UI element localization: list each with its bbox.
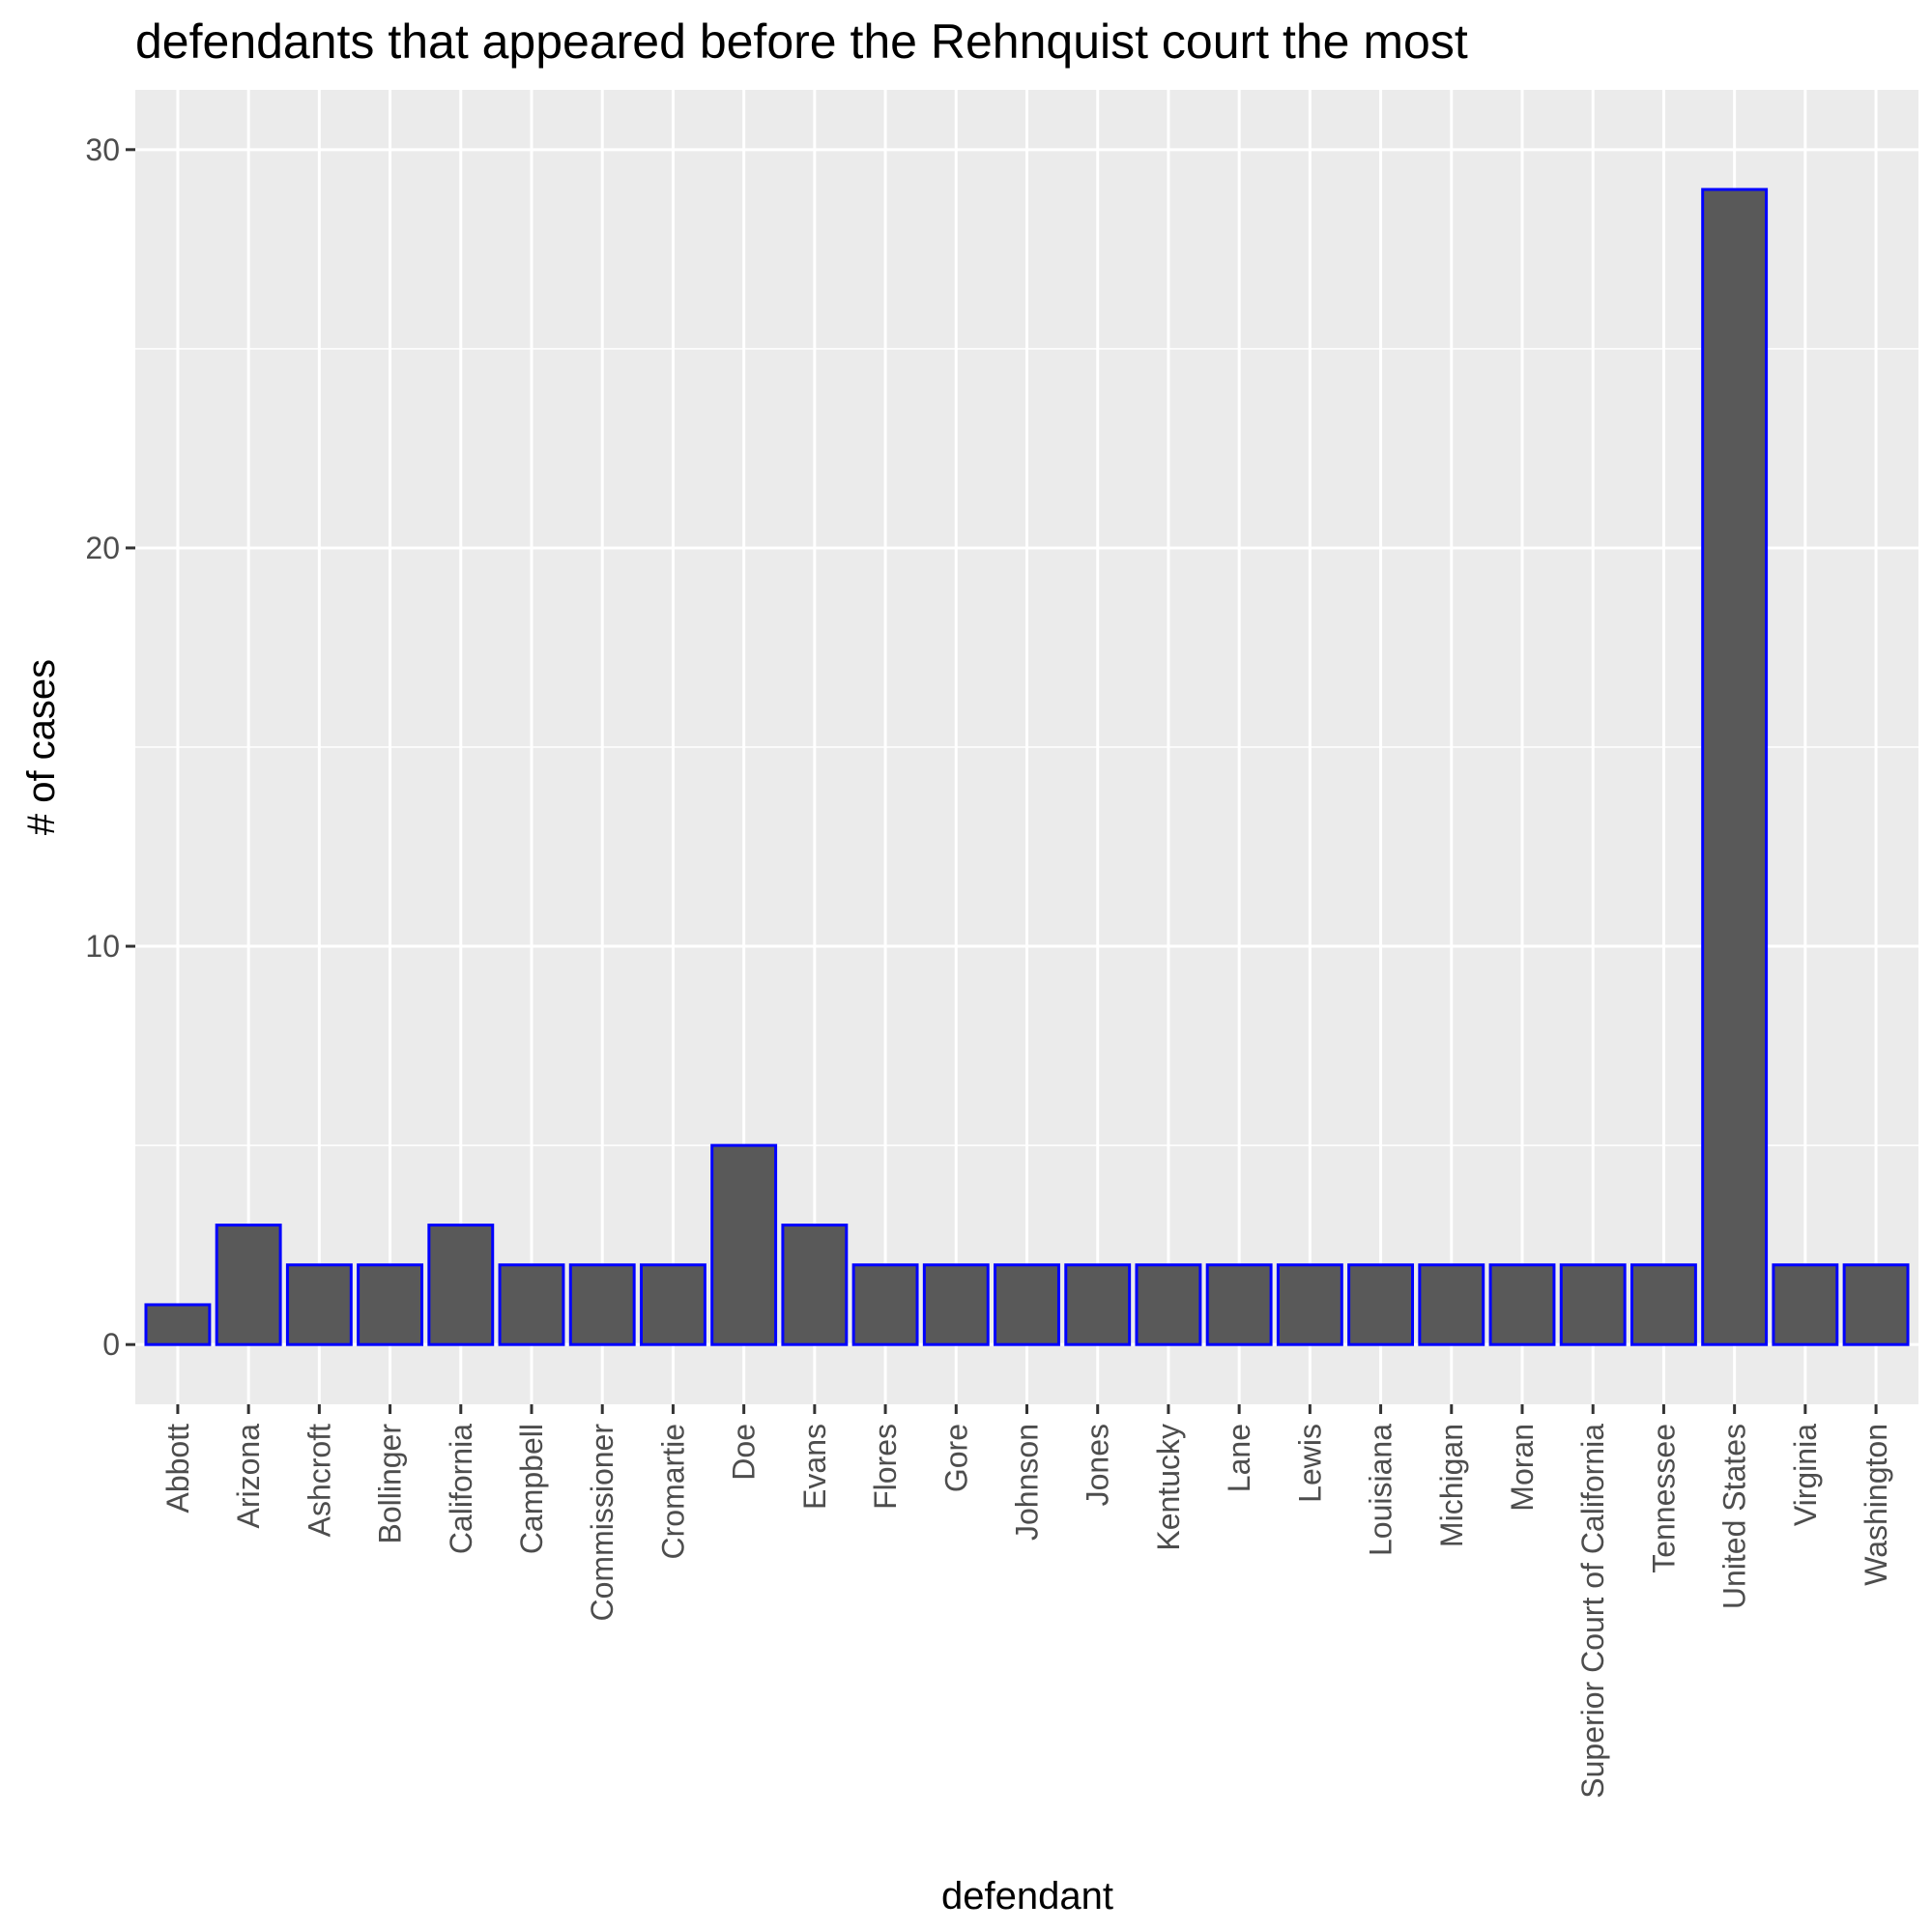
- x-tick-label: Evans: [797, 1424, 832, 1510]
- x-tick-label: Bollinger: [373, 1424, 408, 1544]
- bar-commissioner: [568, 1263, 636, 1346]
- x-tick-label: Louisiana: [1364, 1424, 1399, 1556]
- bar-michigan: [1418, 1263, 1485, 1346]
- x-tick-label: Superior Court of California: [1575, 1424, 1610, 1799]
- bar-kentucky: [1135, 1263, 1202, 1346]
- bar-gore: [922, 1263, 990, 1346]
- bar-united-states: [1701, 187, 1769, 1346]
- bar-lewis: [1276, 1263, 1343, 1346]
- y-tick-label: 20: [85, 531, 120, 565]
- y-tick-label: 10: [85, 929, 120, 964]
- bar-ashcroft: [285, 1263, 353, 1346]
- x-tick-label: Michigan: [1434, 1424, 1469, 1547]
- bar-campbell: [498, 1263, 565, 1346]
- x-tick-label: United States: [1717, 1424, 1752, 1609]
- bar-lane: [1205, 1263, 1273, 1346]
- bar-flores: [851, 1263, 919, 1346]
- chart-title: defendants that appeared before the Rehn…: [135, 14, 1468, 69]
- bar-johnson: [994, 1263, 1060, 1346]
- x-tick-label: Commissioner: [585, 1424, 620, 1622]
- bar-bollinger: [357, 1263, 424, 1346]
- y-axis: 0 10 20 30: [85, 132, 135, 1362]
- bar-tennessee: [1629, 1263, 1697, 1346]
- bar-jones: [1064, 1263, 1132, 1346]
- bar-cromartie: [639, 1263, 706, 1346]
- x-tick-label: Ashcroft: [302, 1424, 336, 1537]
- bar-evans: [781, 1224, 849, 1346]
- bar-louisiana: [1347, 1263, 1415, 1346]
- x-tick-label: Campbell: [514, 1424, 549, 1554]
- x-tick-label: Lewis: [1292, 1424, 1327, 1503]
- x-tick-label: Johnson: [1010, 1424, 1045, 1541]
- x-tick-label: Abbott: [160, 1424, 195, 1514]
- x-tick-label: Moran: [1505, 1424, 1540, 1512]
- x-axis-title: defendant: [941, 1875, 1113, 1918]
- bar-arizona: [215, 1224, 282, 1346]
- bar-doe: [710, 1143, 778, 1346]
- bar-moran: [1488, 1263, 1556, 1346]
- bars: [144, 187, 1910, 1346]
- y-tick-label: 30: [85, 132, 120, 167]
- x-tick-label: Washington: [1859, 1424, 1893, 1586]
- x-tick-label: Doe: [727, 1424, 762, 1481]
- bar-virginia: [1772, 1263, 1839, 1346]
- x-tick-label: Virginia: [1788, 1424, 1823, 1526]
- x-tick-label: California: [444, 1424, 478, 1554]
- x-tick-label: Tennessee: [1646, 1424, 1681, 1573]
- gridlines: [135, 90, 1918, 1404]
- x-tick-label: Gore: [938, 1424, 973, 1492]
- x-tick-label: Arizona: [231, 1424, 266, 1529]
- x-tick-label: Lane: [1222, 1424, 1256, 1492]
- bar-superior-court-of-california: [1559, 1263, 1627, 1346]
- x-tick-label: Cromartie: [655, 1424, 690, 1559]
- x-tick-label: Kentucky: [1151, 1424, 1186, 1551]
- y-tick-label: 0: [102, 1327, 120, 1362]
- x-tick-label: Jones: [1081, 1424, 1115, 1506]
- x-tick-label: Flores: [868, 1424, 903, 1510]
- bar-abbott: [144, 1303, 212, 1346]
- y-axis-title: # of cases: [20, 659, 63, 835]
- bar-washington: [1842, 1263, 1910, 1346]
- x-axis: Abbott Arizona Ashcroft Bollinger California…: [160, 1404, 1893, 1799]
- bar-california: [427, 1224, 495, 1346]
